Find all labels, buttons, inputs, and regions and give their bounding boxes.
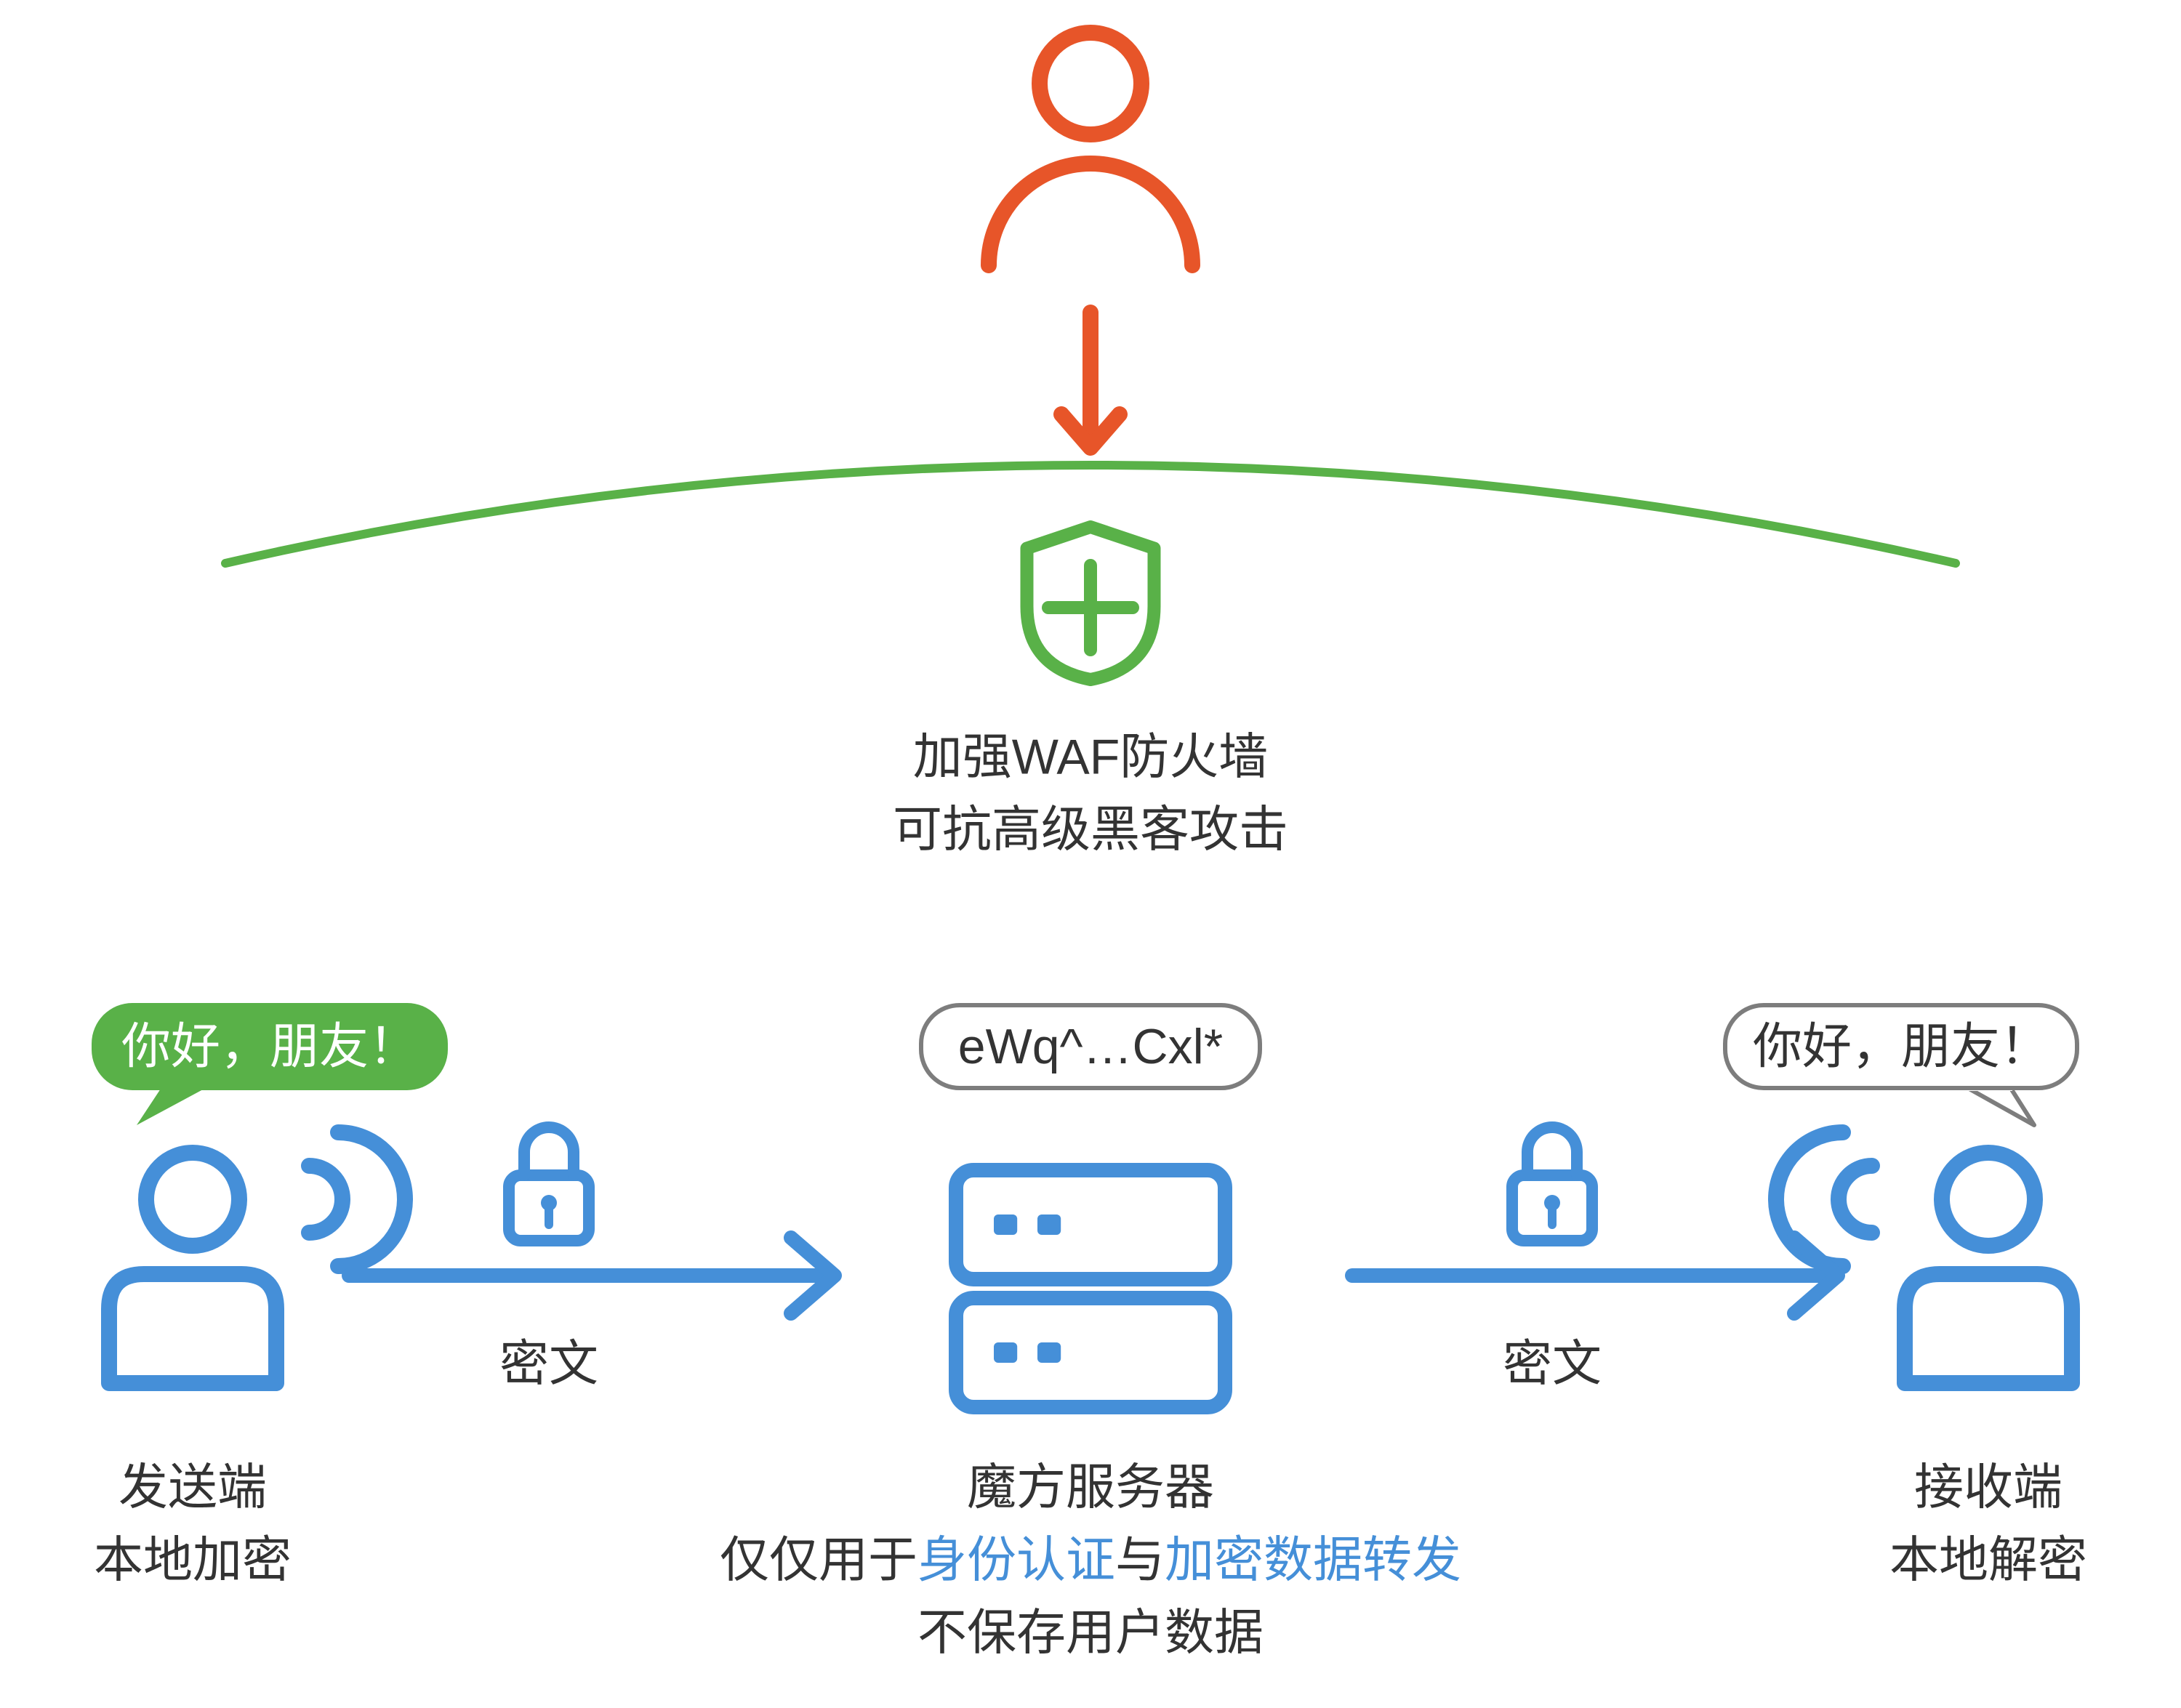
cipher-label-2: 密文: [1503, 1324, 1602, 1395]
firewall-text-line1: 加强WAF防火墙: [913, 717, 1269, 789]
bubble-sender: 你好，朋友！: [92, 1003, 448, 1090]
firewall-arc: [225, 465, 1956, 563]
person-head-icon: [1942, 1153, 2035, 1246]
server-desc-line2: 不保存用户数据: [917, 1592, 1264, 1664]
sender-title: 发送端: [119, 1447, 267, 1519]
person-body-icon: [109, 1274, 276, 1383]
person-body-icon: [1905, 1274, 2072, 1383]
receiver-title: 接收端: [1914, 1447, 2062, 1519]
attacker-body-icon: [989, 164, 1192, 265]
server-led-1-a: [994, 1342, 1017, 1363]
sender-subtitle: 本地加密: [94, 1520, 292, 1592]
bubble-receiver: 你好，朋友！: [1723, 1003, 2079, 1090]
bubble-server: eWq^…Cxl*: [919, 1003, 1262, 1090]
attacker-head-icon: [1040, 33, 1141, 134]
person-head-icon: [146, 1153, 239, 1246]
sound-wave-0: [309, 1166, 342, 1233]
server-led-1-b: [1037, 1342, 1061, 1363]
firewall-text-line2: 可抗高级黑客攻击: [893, 789, 1288, 861]
server-led-0-b: [1037, 1214, 1061, 1235]
bubble-sender-tail: [137, 1089, 204, 1125]
bubble-receiver-tail: [1967, 1087, 2034, 1125]
sound-wave-0: [1839, 1166, 1872, 1233]
lock-icon-1-shackle: [524, 1127, 574, 1175]
cipher-label-1: 密文: [499, 1324, 598, 1395]
server-title: 魔方服务器: [967, 1447, 1214, 1519]
server-desc-line1: 仅仅用于身份认证与加密数据转发: [720, 1520, 1461, 1592]
receiver-subtitle: 本地解密: [1889, 1520, 2087, 1592]
server-led-0-a: [994, 1214, 1017, 1235]
lock-icon-2-shackle: [1527, 1127, 1577, 1175]
